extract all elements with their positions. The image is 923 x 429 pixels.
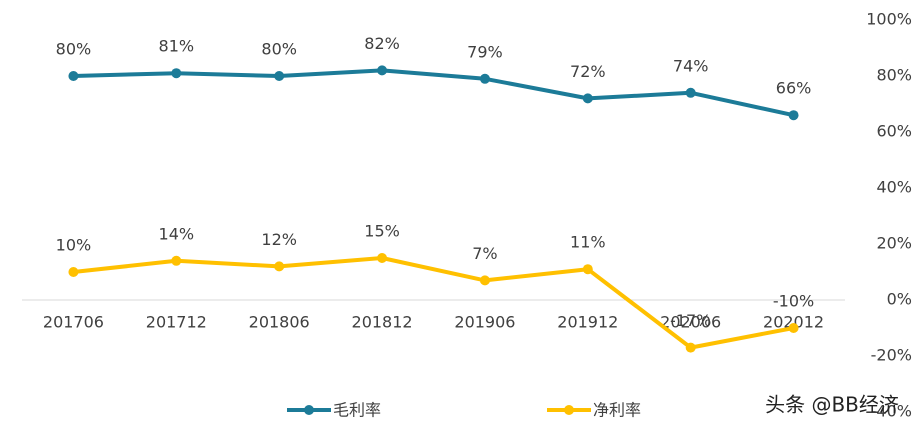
x-tick-label: 201912 bbox=[557, 313, 618, 332]
point-marker bbox=[274, 261, 285, 272]
x-tick-label: 201712 bbox=[146, 313, 207, 332]
point-marker bbox=[685, 87, 696, 98]
data-label: 74% bbox=[673, 56, 709, 75]
series-line bbox=[73, 68, 794, 118]
point-marker bbox=[685, 342, 696, 353]
x-tick-label: 202012 bbox=[763, 313, 824, 332]
point-marker bbox=[68, 71, 79, 81]
point-marker bbox=[171, 255, 182, 266]
data-label: 10% bbox=[56, 236, 92, 255]
point-marker bbox=[479, 73, 490, 84]
point-marker bbox=[377, 253, 388, 263]
y-tick-label: 0% bbox=[887, 290, 912, 309]
legend-label: 毛利率 bbox=[333, 401, 381, 420]
data-label: 80% bbox=[261, 40, 297, 59]
y-tick-label: -20% bbox=[871, 346, 912, 365]
point-marker bbox=[68, 267, 79, 277]
legend-marker bbox=[564, 405, 574, 415]
y-tick-label: 80% bbox=[876, 66, 912, 85]
y-tick-label: 40% bbox=[876, 178, 912, 197]
data-label: 15% bbox=[364, 222, 400, 241]
data-label: 11% bbox=[570, 233, 606, 252]
data-label: -10% bbox=[773, 292, 814, 311]
data-label: -17% bbox=[670, 311, 711, 330]
data-label: 80% bbox=[56, 40, 92, 59]
legend-label: 净利率 bbox=[593, 401, 641, 420]
data-label: 14% bbox=[159, 224, 195, 243]
x-tick-label: 201806 bbox=[249, 313, 310, 332]
data-label: 81% bbox=[159, 37, 195, 56]
point-marker bbox=[788, 323, 799, 333]
x-tick-label: 201812 bbox=[352, 313, 413, 332]
y-tick-label: 100% bbox=[866, 10, 912, 29]
y-tick-label: 20% bbox=[876, 234, 912, 253]
y-tick-label: -40% bbox=[871, 402, 912, 421]
legend-marker bbox=[304, 405, 314, 415]
data-label: 82% bbox=[364, 34, 400, 53]
x-tick-label: 201706 bbox=[43, 313, 104, 332]
y-tick-label: 60% bbox=[876, 122, 912, 141]
data-label: 72% bbox=[570, 62, 606, 81]
data-label: 7% bbox=[472, 244, 497, 263]
point-marker bbox=[582, 93, 593, 104]
point-marker bbox=[788, 110, 799, 121]
data-label: 12% bbox=[261, 230, 297, 249]
x-tick-label: 201906 bbox=[454, 313, 515, 332]
x-tick-label: 202006 bbox=[660, 313, 721, 332]
series-line bbox=[73, 256, 794, 350]
point-marker bbox=[479, 275, 490, 286]
data-label: 66% bbox=[776, 79, 812, 98]
point-marker bbox=[274, 71, 285, 81]
point-marker bbox=[582, 264, 593, 275]
point-marker bbox=[377, 65, 388, 76]
data-label: 79% bbox=[467, 42, 503, 61]
point-marker bbox=[171, 68, 182, 79]
watermark: 头条 @BB经济 bbox=[765, 393, 899, 417]
